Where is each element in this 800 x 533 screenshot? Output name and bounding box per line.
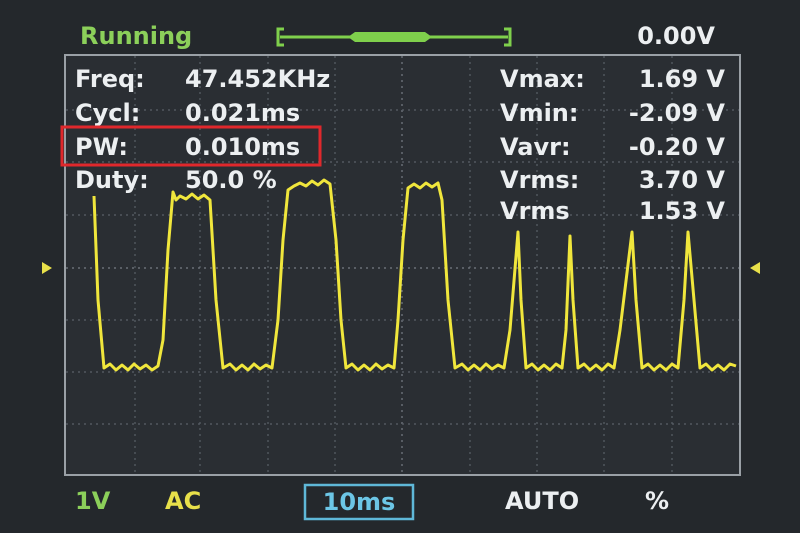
measure-label: Vmax: <box>500 65 585 93</box>
measure-label: Duty: <box>75 166 149 194</box>
measure-value: -0.20 V <box>629 133 726 161</box>
highlight-box <box>60 125 322 167</box>
measure-value: -2.09 V <box>629 99 726 127</box>
waveform <box>92 178 737 372</box>
measure-label: Freq: <box>75 65 145 93</box>
right-marker <box>750 262 760 274</box>
measure-label: Vmin: <box>500 99 579 127</box>
measure-value: 50.0 % <box>185 166 277 194</box>
trigger-level: 0.00V <box>637 22 715 50</box>
measure-value: 1.69 V <box>639 65 726 93</box>
measure-label: Vrms: <box>500 166 579 194</box>
unit[interactable]: % <box>645 487 669 515</box>
status: Running <box>80 22 192 50</box>
trigger-position-bar <box>276 27 512 47</box>
measure-label: Vavr: <box>500 133 571 161</box>
volts-per-div[interactable]: 1V <box>75 487 111 515</box>
measure-value: 0.021ms <box>185 99 300 127</box>
measure-label: Vrms <box>500 197 570 225</box>
measure-value: 1.53 V <box>639 197 726 225</box>
measure-value: 0.010ms <box>185 133 300 161</box>
coupling[interactable]: AC <box>165 487 201 515</box>
time-box <box>303 483 415 521</box>
measure-label: PW: <box>75 133 128 161</box>
measure-value: 47.452KHz <box>185 65 330 93</box>
measure-label: Cycl: <box>75 99 140 127</box>
time-per-div[interactable]: 10ms <box>323 488 396 516</box>
trigger-mode[interactable]: AUTO <box>505 487 579 515</box>
measure-value: 3.70 V <box>639 166 726 194</box>
left-marker <box>42 262 52 274</box>
